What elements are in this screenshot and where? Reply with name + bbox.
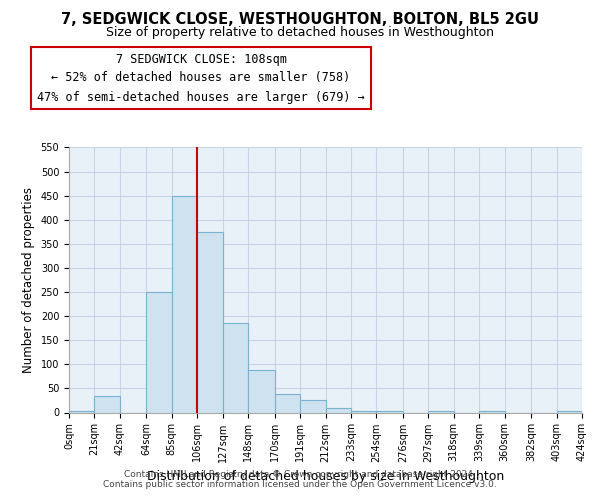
Bar [197, 232, 223, 412]
Y-axis label: Number of detached properties: Number of detached properties [22, 187, 35, 373]
Bar [248, 370, 275, 412]
Text: 7, SEDGWICK CLOSE, WESTHOUGHTON, BOLTON, BL5 2GU: 7, SEDGWICK CLOSE, WESTHOUGHTON, BOLTON,… [61, 12, 539, 28]
Bar [376, 410, 403, 412]
Bar [479, 410, 505, 412]
Bar [428, 411, 454, 412]
Text: 7 SEDGWICK CLOSE: 108sqm
← 52% of detached houses are smaller (758)
47% of semi-: 7 SEDGWICK CLOSE: 108sqm ← 52% of detach… [37, 52, 365, 104]
Bar [557, 410, 582, 412]
Bar [223, 324, 248, 412]
Bar [94, 396, 120, 412]
Bar [325, 408, 351, 412]
X-axis label: Distribution of detached houses by size in Westhoughton: Distribution of detached houses by size … [147, 470, 504, 483]
Bar [351, 410, 376, 412]
Bar [69, 411, 94, 412]
Bar [146, 292, 172, 412]
Bar [275, 394, 300, 412]
Bar [172, 196, 197, 412]
Bar [300, 400, 325, 412]
Text: Size of property relative to detached houses in Westhoughton: Size of property relative to detached ho… [106, 26, 494, 39]
Text: Contains HM Land Registry data © Crown copyright and database right 2024.
Contai: Contains HM Land Registry data © Crown c… [103, 470, 497, 489]
